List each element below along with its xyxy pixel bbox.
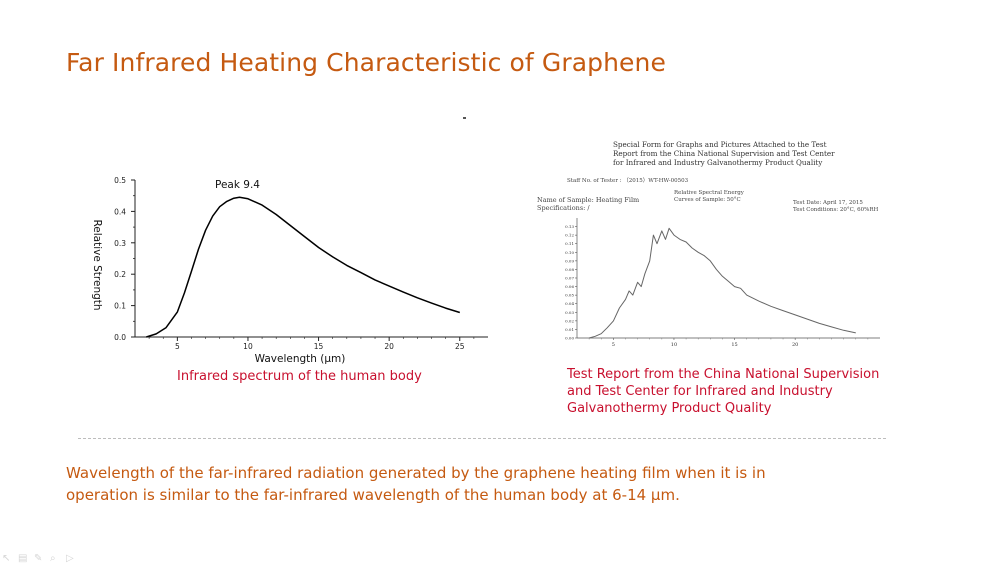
report-energy-label: Relative Spectral Energy bbox=[674, 190, 744, 196]
pen-icon[interactable]: ✎ bbox=[34, 553, 43, 564]
report-x-tick-label: 15 bbox=[731, 342, 737, 348]
report-y-tick-label: 0.13 bbox=[565, 224, 574, 229]
slideshow-toolbar: ↖ ▤ ✎ ⌕ ▷ bbox=[0, 550, 110, 564]
report-y-tick-label: 0.06 bbox=[565, 284, 574, 289]
y-tick-label: 0.0 bbox=[114, 333, 126, 342]
conclusion-line: Wavelength of the far-infrared radiation… bbox=[66, 464, 766, 482]
caption-human-spectrum: Infrared spectrum of the human body bbox=[177, 369, 422, 384]
x-tick-label: 10 bbox=[243, 342, 253, 351]
report-curves-label: Curves of Sample: 50°C bbox=[674, 197, 741, 203]
report-test-date: Test Date: April 17, 2015 bbox=[793, 200, 863, 206]
report-y-tick-label: 0.01 bbox=[565, 327, 574, 332]
report-y-tick-label: 0.05 bbox=[565, 293, 574, 298]
report-y-tick-label: 0.08 bbox=[565, 267, 574, 272]
x-tick-label: 5 bbox=[175, 342, 180, 351]
x-tick-label: 15 bbox=[314, 342, 324, 351]
caption-test-report-line: Test Report from the China National Supe… bbox=[567, 367, 880, 382]
conclusion-line: operation is similar to the far-infrared… bbox=[66, 486, 680, 504]
report-sample-name: Name of Sample: Heating Film bbox=[537, 196, 640, 204]
search-icon[interactable]: ⌕ bbox=[50, 553, 56, 564]
x-tick-label: 25 bbox=[455, 342, 465, 351]
report-heading-line: for Infrared and Industry Galvanothermy … bbox=[613, 158, 823, 167]
caption-test-report: Test Report from the China National Supe… bbox=[567, 366, 897, 417]
report-spectrum-curve bbox=[588, 227, 856, 339]
conclusion-text: Wavelength of the far-infrared radiation… bbox=[66, 462, 866, 506]
report-y-tick-label: 0.02 bbox=[565, 318, 574, 323]
report-heading-line: Report from the China National Supervisi… bbox=[613, 149, 835, 158]
pointer-icon[interactable]: ↖ bbox=[2, 553, 11, 564]
y-tick-label: 0.5 bbox=[114, 176, 126, 185]
stray-mark bbox=[463, 117, 466, 119]
report-y-tick-label: 0.04 bbox=[565, 301, 574, 306]
dashed-divider bbox=[78, 438, 886, 439]
report-x-tick-label: 20 bbox=[792, 342, 798, 348]
report-x-tick-label: 5 bbox=[612, 342, 615, 348]
y-axis-label: Relative Strength bbox=[91, 219, 103, 310]
notes-icon[interactable]: ▤ bbox=[18, 553, 28, 564]
spectrum-curve bbox=[146, 196, 461, 338]
next-icon[interactable]: ▷ bbox=[66, 553, 74, 564]
x-tick-label: 20 bbox=[384, 342, 394, 351]
peak-annotation: Peak 9.4 bbox=[215, 179, 260, 191]
report-y-tick-label: 0.11 bbox=[565, 241, 574, 246]
caption-test-report-line: and Test Center for Infrared and Industr… bbox=[567, 384, 833, 399]
report-heading-line: Special Form for Graphs and Pictures Att… bbox=[613, 140, 827, 149]
report-y-tick-label: 0.07 bbox=[565, 276, 574, 281]
report-specifications: Specifications: / bbox=[537, 204, 590, 212]
report-heading: Special Form for Graphs and Pictures Att… bbox=[613, 140, 873, 167]
report-test-conditions: Test Conditions: 20°C, 60%RH bbox=[793, 207, 879, 213]
report-x-tick-label: 10 bbox=[671, 342, 677, 348]
y-tick-label: 0.1 bbox=[114, 302, 126, 311]
caption-test-report-line: Galvanothermy Product Quality bbox=[567, 401, 772, 416]
x-axis-label: Wavelength (μm) bbox=[255, 353, 346, 365]
y-tick-label: 0.4 bbox=[114, 207, 126, 216]
report-staff-no: Staff No. of Tester : （2015）WT-HW-00503 bbox=[567, 178, 689, 184]
report-y-tick-label: 0.00 bbox=[565, 336, 574, 341]
report-y-tick-label: 0.09 bbox=[565, 258, 574, 263]
report-y-tick-label: 0.12 bbox=[565, 233, 574, 238]
report-y-tick-label: 0.03 bbox=[565, 310, 574, 315]
report-y-tick-label: 0.10 bbox=[565, 250, 574, 255]
y-tick-label: 0.3 bbox=[114, 239, 126, 248]
y-tick-label: 0.2 bbox=[114, 270, 126, 279]
slide-title: Far Infrared Heating Characteristic of G… bbox=[66, 48, 666, 77]
